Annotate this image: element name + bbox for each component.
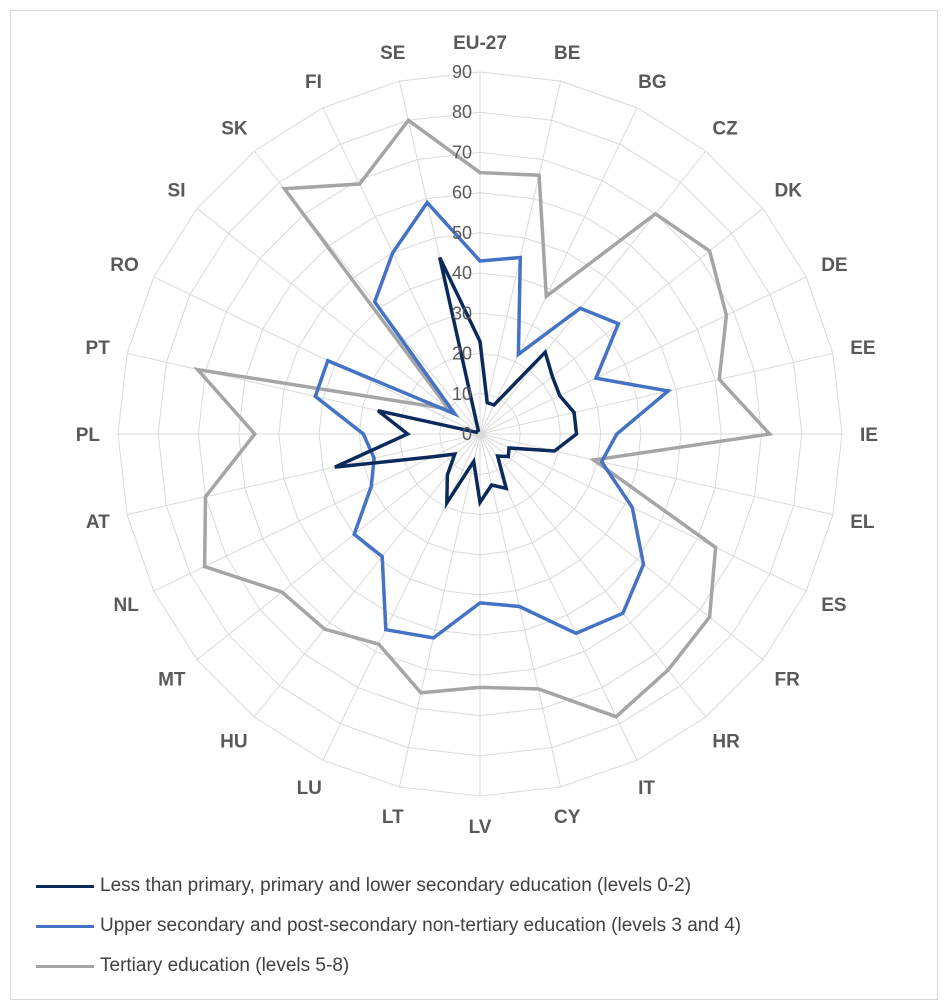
grid-spoke: [322, 107, 481, 435]
category-label: PT: [86, 338, 111, 359]
legend-label: Upper secondary and post-secondary non-t…: [100, 915, 742, 936]
tick-label: 90: [452, 62, 472, 82]
category-label: HU: [220, 732, 247, 753]
category-label: IT: [638, 778, 655, 799]
grid-spoke: [196, 207, 481, 435]
series-line-3: [193, 117, 774, 719]
category-label: DE: [821, 255, 847, 276]
category-label: EU-27: [453, 33, 507, 54]
chart-area: [10, 10, 938, 1000]
tick-label: 30: [452, 303, 472, 323]
grid-spoke: [253, 433, 481, 718]
category-label: LT: [382, 807, 404, 828]
grid-spoke: [398, 433, 481, 788]
category-label: EE: [850, 338, 875, 359]
grid-spoke: [479, 276, 807, 435]
category-label: PL: [76, 425, 101, 446]
grid: [117, 71, 843, 797]
category-label: LV: [469, 817, 492, 838]
grid-spoke: [479, 433, 807, 592]
category-label: CZ: [712, 119, 738, 140]
category-label: EL: [850, 512, 875, 533]
series-line-1: [334, 256, 579, 510]
category-label: IE: [860, 425, 878, 446]
radial-axis: 0 10 20 30 40 50 60 70 80 90: [452, 62, 472, 444]
legend-swatch: [36, 924, 94, 928]
category-label: ES: [821, 595, 846, 616]
category-label: FR: [775, 669, 801, 690]
category-label: MT: [158, 669, 186, 690]
grid-spoke: [479, 207, 764, 435]
category-label: RO: [110, 255, 139, 276]
category-label: SE: [380, 43, 405, 64]
legend-item: Tertiary education (levels 5-8): [36, 946, 741, 986]
grid-spoke: [322, 433, 481, 761]
category-label: SI: [168, 181, 186, 202]
category-label: BG: [638, 72, 667, 93]
grid-spoke: [196, 433, 481, 661]
category-axis: EU-27 BE BG CZ DK DE EE IE EL ES FR HR IT CY LV LT LU HU M…: [76, 33, 878, 838]
category-label: DK: [775, 181, 803, 202]
grid-spoke: [479, 433, 562, 788]
category-label: FI: [305, 72, 322, 93]
tick-label: 60: [452, 183, 472, 203]
grid-spoke: [126, 433, 481, 516]
category-label: SK: [221, 119, 248, 140]
category-label: LU: [297, 778, 322, 799]
tick-label: 0: [462, 424, 472, 444]
category-label: HR: [712, 732, 740, 753]
grid-spoke: [479, 433, 764, 661]
category-label: BE: [554, 43, 580, 64]
grid-spoke: [479, 150, 707, 435]
legend-label: Tertiary education (levels 5-8): [100, 955, 350, 976]
grid-spoke: [479, 107, 638, 435]
tick-label: 40: [452, 263, 472, 283]
category-label: NL: [113, 595, 139, 616]
legend-item: Less than primary, primary and lower sec…: [36, 866, 741, 906]
tick-label: 50: [452, 223, 472, 243]
tick-label: 20: [452, 344, 472, 364]
legend-swatch: [36, 964, 94, 968]
category-label: CY: [554, 807, 581, 828]
category-label: AT: [86, 512, 110, 533]
legend: Less than primary, primary and lower sec…: [36, 866, 741, 986]
legend-swatch: [36, 884, 94, 888]
grid-spoke: [153, 433, 481, 592]
grid-spoke: [479, 433, 707, 718]
series-layer: [193, 117, 774, 719]
tick-label: 10: [452, 384, 472, 404]
grid-spoke: [479, 433, 834, 516]
series-line-2: [313, 199, 673, 640]
grid-spoke: [479, 352, 834, 435]
legend-label: Less than primary, primary and lower sec…: [100, 875, 692, 896]
tick-label: 70: [452, 142, 472, 162]
grid-spoke: [153, 276, 481, 435]
legend-item: Upper secondary and post-secondary non-t…: [36, 906, 741, 946]
tick-label: 80: [452, 102, 472, 122]
